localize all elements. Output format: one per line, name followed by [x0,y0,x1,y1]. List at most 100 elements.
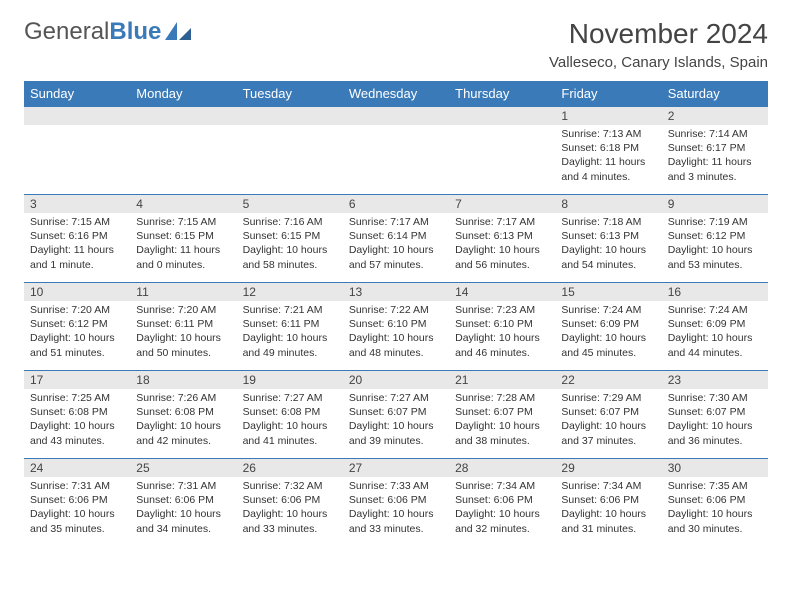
day-number: 20 [343,371,449,389]
daylight-text: Daylight: 10 hours and 36 minutes. [668,419,762,447]
sunset-text: Sunset: 6:08 PM [30,405,124,419]
calendar-day-cell: 7Sunrise: 7:17 AMSunset: 6:13 PMDaylight… [449,195,555,283]
day-details: Sunrise: 7:15 AMSunset: 6:16 PMDaylight:… [24,213,130,276]
day-details: Sunrise: 7:13 AMSunset: 6:18 PMDaylight:… [555,125,661,188]
day-number [237,107,343,125]
day-details: Sunrise: 7:31 AMSunset: 6:06 PMDaylight:… [24,477,130,540]
day-details: Sunrise: 7:26 AMSunset: 6:08 PMDaylight:… [130,389,236,452]
calendar-day-cell: 5Sunrise: 7:16 AMSunset: 6:15 PMDaylight… [237,195,343,283]
sunrise-text: Sunrise: 7:34 AM [561,479,655,493]
day-details: Sunrise: 7:28 AMSunset: 6:07 PMDaylight:… [449,389,555,452]
sunrise-text: Sunrise: 7:32 AM [243,479,337,493]
daylight-text: Daylight: 10 hours and 57 minutes. [349,243,443,271]
day-number: 16 [662,283,768,301]
daylight-text: Daylight: 10 hours and 43 minutes. [30,419,124,447]
day-number: 10 [24,283,130,301]
day-details: Sunrise: 7:22 AMSunset: 6:10 PMDaylight:… [343,301,449,364]
daylight-text: Daylight: 10 hours and 34 minutes. [136,507,230,535]
calendar-day-cell: 1Sunrise: 7:13 AMSunset: 6:18 PMDaylight… [555,107,661,195]
day-number: 11 [130,283,236,301]
daylight-text: Daylight: 10 hours and 50 minutes. [136,331,230,359]
daylight-text: Daylight: 10 hours and 58 minutes. [243,243,337,271]
sunset-text: Sunset: 6:10 PM [455,317,549,331]
sunrise-text: Sunrise: 7:19 AM [668,215,762,229]
sunrise-text: Sunrise: 7:28 AM [455,391,549,405]
sunrise-text: Sunrise: 7:21 AM [243,303,337,317]
daylight-text: Daylight: 10 hours and 37 minutes. [561,419,655,447]
sunrise-text: Sunrise: 7:17 AM [349,215,443,229]
calendar-day-cell: 6Sunrise: 7:17 AMSunset: 6:14 PMDaylight… [343,195,449,283]
daylight-text: Daylight: 10 hours and 33 minutes. [349,507,443,535]
sunset-text: Sunset: 6:07 PM [349,405,443,419]
sunset-text: Sunset: 6:06 PM [455,493,549,507]
calendar-day-cell: 4Sunrise: 7:15 AMSunset: 6:15 PMDaylight… [130,195,236,283]
daylight-text: Daylight: 10 hours and 56 minutes. [455,243,549,271]
sunrise-text: Sunrise: 7:34 AM [455,479,549,493]
day-number: 24 [24,459,130,477]
daylight-text: Daylight: 10 hours and 44 minutes. [668,331,762,359]
calendar-day-cell: 24Sunrise: 7:31 AMSunset: 6:06 PMDayligh… [24,459,130,547]
calendar-day-cell [24,107,130,195]
sunset-text: Sunset: 6:09 PM [668,317,762,331]
day-details: Sunrise: 7:29 AMSunset: 6:07 PMDaylight:… [555,389,661,452]
calendar-day-cell: 10Sunrise: 7:20 AMSunset: 6:12 PMDayligh… [24,283,130,371]
sunset-text: Sunset: 6:17 PM [668,141,762,155]
weekday-header: Monday [130,81,236,107]
day-number [130,107,236,125]
sunrise-text: Sunrise: 7:31 AM [30,479,124,493]
sunrise-text: Sunrise: 7:27 AM [243,391,337,405]
day-number: 4 [130,195,236,213]
day-details: Sunrise: 7:31 AMSunset: 6:06 PMDaylight:… [130,477,236,540]
weekday-header-row: Sunday Monday Tuesday Wednesday Thursday… [24,81,768,107]
sunset-text: Sunset: 6:12 PM [30,317,124,331]
sunset-text: Sunset: 6:15 PM [136,229,230,243]
sunrise-text: Sunrise: 7:33 AM [349,479,443,493]
sunset-text: Sunset: 6:11 PM [243,317,337,331]
sunrise-text: Sunrise: 7:24 AM [668,303,762,317]
day-details: Sunrise: 7:19 AMSunset: 6:12 PMDaylight:… [662,213,768,276]
title-block: November 2024 Valleseco, Canary Islands,… [549,18,768,71]
sunset-text: Sunset: 6:07 PM [561,405,655,419]
daylight-text: Daylight: 10 hours and 38 minutes. [455,419,549,447]
sunrise-text: Sunrise: 7:31 AM [136,479,230,493]
daylight-text: Daylight: 11 hours and 3 minutes. [668,155,762,183]
day-number [343,107,449,125]
sunset-text: Sunset: 6:06 PM [243,493,337,507]
calendar-day-cell: 26Sunrise: 7:32 AMSunset: 6:06 PMDayligh… [237,459,343,547]
calendar-day-cell: 2Sunrise: 7:14 AMSunset: 6:17 PMDaylight… [662,107,768,195]
location: Valleseco, Canary Islands, Spain [549,54,768,71]
sunrise-text: Sunrise: 7:13 AM [561,127,655,141]
calendar-day-cell: 15Sunrise: 7:24 AMSunset: 6:09 PMDayligh… [555,283,661,371]
day-details: Sunrise: 7:30 AMSunset: 6:07 PMDaylight:… [662,389,768,452]
sunset-text: Sunset: 6:06 PM [30,493,124,507]
calendar-week-row: 17Sunrise: 7:25 AMSunset: 6:08 PMDayligh… [24,371,768,459]
weekday-header: Tuesday [237,81,343,107]
calendar-day-cell: 27Sunrise: 7:33 AMSunset: 6:06 PMDayligh… [343,459,449,547]
daylight-text: Daylight: 10 hours and 45 minutes. [561,331,655,359]
calendar-day-cell: 20Sunrise: 7:27 AMSunset: 6:07 PMDayligh… [343,371,449,459]
logo: GeneralBlue [24,18,191,46]
daylight-text: Daylight: 11 hours and 1 minute. [30,243,124,271]
sunset-text: Sunset: 6:18 PM [561,141,655,155]
sunset-text: Sunset: 6:15 PM [243,229,337,243]
daylight-text: Daylight: 11 hours and 4 minutes. [561,155,655,183]
calendar-week-row: 1Sunrise: 7:13 AMSunset: 6:18 PMDaylight… [24,107,768,195]
sunset-text: Sunset: 6:06 PM [349,493,443,507]
day-number [449,107,555,125]
daylight-text: Daylight: 10 hours and 54 minutes. [561,243,655,271]
sunrise-text: Sunrise: 7:22 AM [349,303,443,317]
day-number: 3 [24,195,130,213]
sunrise-text: Sunrise: 7:23 AM [455,303,549,317]
day-number: 21 [449,371,555,389]
sunrise-text: Sunrise: 7:27 AM [349,391,443,405]
calendar-week-row: 3Sunrise: 7:15 AMSunset: 6:16 PMDaylight… [24,195,768,283]
day-number [24,107,130,125]
calendar-day-cell [343,107,449,195]
calendar-day-cell: 29Sunrise: 7:34 AMSunset: 6:06 PMDayligh… [555,459,661,547]
sunrise-text: Sunrise: 7:26 AM [136,391,230,405]
day-details: Sunrise: 7:27 AMSunset: 6:08 PMDaylight:… [237,389,343,452]
sunset-text: Sunset: 6:11 PM [136,317,230,331]
day-number: 1 [555,107,661,125]
sunset-text: Sunset: 6:06 PM [561,493,655,507]
day-number: 26 [237,459,343,477]
